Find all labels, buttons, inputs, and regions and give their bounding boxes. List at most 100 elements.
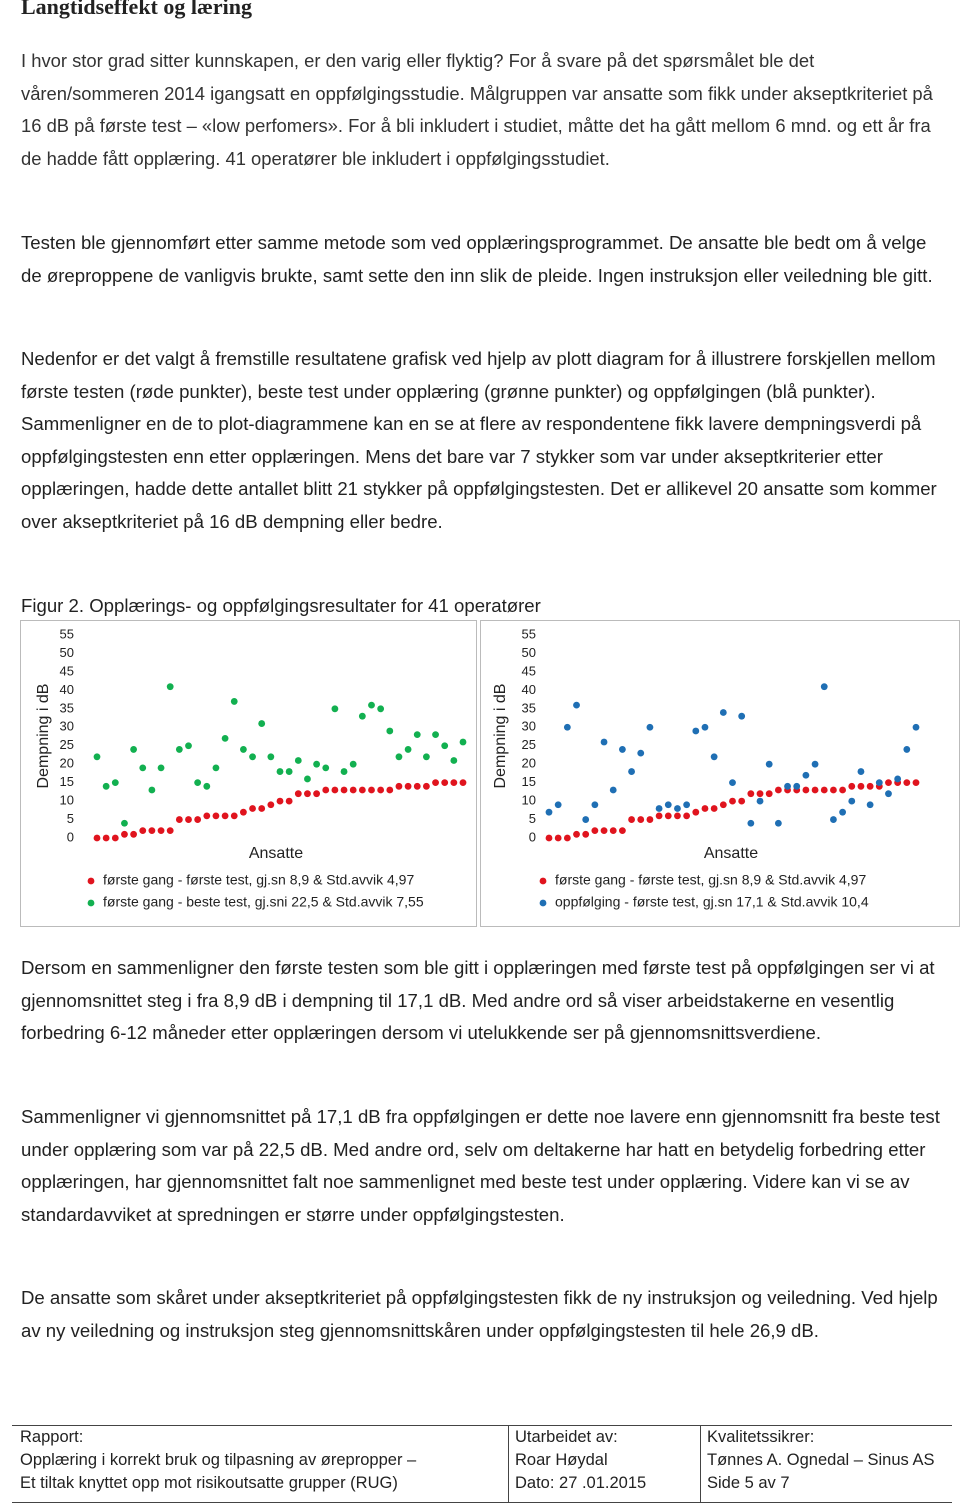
data-point [175, 816, 183, 823]
data-point [830, 786, 837, 794]
data-point [349, 786, 357, 794]
data-point [738, 797, 746, 805]
data-point [93, 753, 101, 761]
data-point [582, 816, 590, 823]
data-point [738, 712, 746, 720]
data-point [386, 786, 394, 794]
data-point [139, 764, 147, 772]
footer-text: Rapport: [20, 1428, 84, 1446]
data-point [276, 797, 284, 805]
data-point [459, 779, 467, 787]
data-point [573, 830, 580, 838]
data-point [582, 830, 590, 838]
data-point [563, 834, 571, 842]
data-point [258, 720, 266, 727]
footer: Rapport: Opplæring i korrekt bruk og til… [12, 1425, 952, 1503]
heading: Langtidseffekt og læring [21, 0, 252, 19]
data-point [619, 827, 626, 835]
data-point [185, 742, 192, 750]
data-point [304, 775, 311, 783]
paragraph: Sammenligner vi gjennomsnittet på 17,1 d… [21, 1106, 940, 1225]
data-point [102, 782, 110, 790]
data-point [655, 805, 663, 812]
data-point [885, 790, 892, 798]
data-point [664, 812, 672, 820]
data-point [230, 812, 238, 820]
data-point [368, 701, 375, 709]
data-point [637, 816, 645, 823]
y-tick-label: 0 [529, 829, 536, 844]
data-point [563, 723, 571, 731]
data-point [166, 827, 174, 835]
data-point [322, 786, 330, 794]
y-tick-label: 45 [60, 663, 74, 678]
data-point [432, 731, 439, 739]
chart: 0 5 10 15 20 25 30 35 40 45 50 55 Dempning i dB Ansat… [480, 620, 960, 927]
data-point [340, 768, 348, 775]
paragraph: I hvor stor grad sitter kunnskapen, er d… [21, 50, 933, 169]
data-point [121, 830, 128, 838]
data-point [646, 723, 654, 731]
data-point [866, 782, 874, 790]
y-tick-label: 25 [60, 737, 74, 752]
data-point [185, 816, 192, 823]
paragraph: Testen ble gjennomført etter samme metod… [21, 232, 933, 286]
data-point [395, 753, 403, 761]
data-point [848, 797, 856, 805]
data-point [285, 797, 293, 805]
data-point [830, 816, 837, 823]
data-point [249, 805, 256, 812]
data-point [377, 705, 385, 713]
data-point [423, 782, 430, 790]
data-point [774, 786, 782, 794]
data-point [459, 738, 467, 746]
y-tick-label: 10 [60, 793, 74, 808]
data-point [674, 805, 681, 812]
figure-caption: Figur 2. Opplærings- og oppfølgingsresul… [21, 595, 541, 616]
data-point [304, 790, 311, 798]
data-point [802, 786, 810, 794]
data-point [784, 782, 791, 790]
data-point [249, 753, 256, 761]
data-point [331, 705, 339, 713]
data-point [765, 790, 773, 798]
y-tick-label: 5 [67, 811, 74, 826]
data-point [386, 727, 394, 735]
data-point [903, 779, 911, 787]
data-point [710, 753, 718, 761]
data-point [130, 746, 137, 753]
data-point [903, 746, 911, 753]
footer-text: Et tiltak knyttet opp mot risikoutsatte … [20, 1474, 398, 1492]
data-point [313, 760, 320, 768]
data-point [313, 790, 320, 798]
data-point [194, 779, 202, 787]
data-point [157, 764, 165, 772]
data-point [102, 834, 110, 842]
y-tick-label: 20 [522, 756, 536, 771]
data-point [619, 746, 626, 753]
footer-text: Utarbeidet av: [515, 1428, 618, 1446]
data-point [276, 768, 284, 775]
data-point [285, 768, 293, 775]
data-point [857, 782, 865, 790]
data-point [240, 746, 247, 753]
data-point [121, 819, 128, 827]
footer-text: Dato: 27 .01.2015 [515, 1474, 647, 1492]
data-point [194, 816, 202, 823]
data-point [230, 698, 238, 705]
y-tick-label: 35 [60, 700, 74, 715]
data-point [628, 816, 635, 823]
data-point [413, 731, 421, 739]
y-tick-label: 15 [60, 774, 74, 789]
data-point [719, 801, 727, 809]
data-point [441, 779, 449, 787]
data-point [240, 808, 247, 816]
footer-text: Roar Høydal [515, 1451, 608, 1469]
data-point [646, 816, 654, 823]
data-point [432, 779, 439, 787]
data-point [322, 764, 330, 772]
legend-marker [539, 899, 547, 907]
x-axis-title: Ansatte [249, 845, 303, 862]
data-point [747, 819, 755, 827]
y-tick-label: 55 [60, 626, 74, 641]
